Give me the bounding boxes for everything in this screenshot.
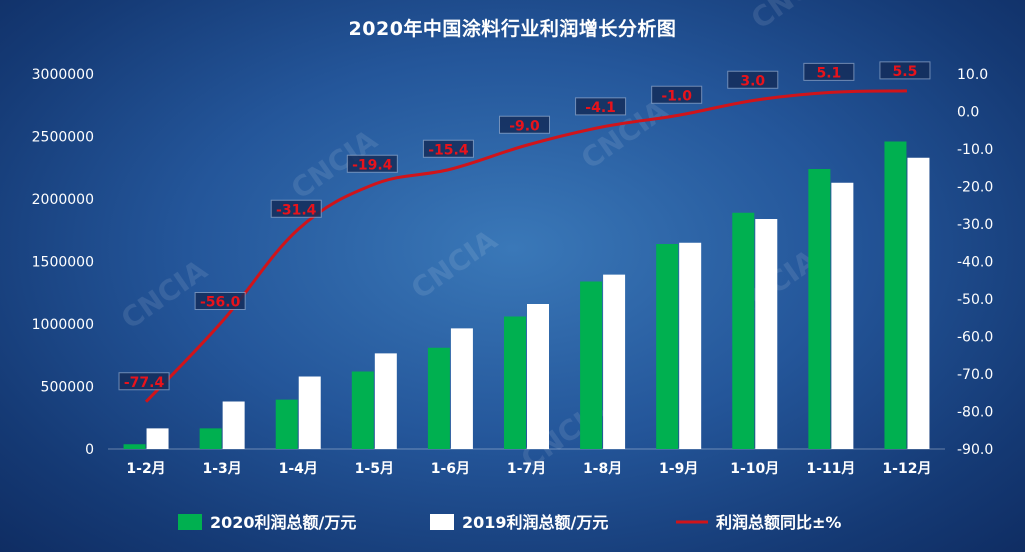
bar-series [123, 141, 907, 449]
bar [427, 347, 450, 449]
yoy-data-label: 5.5 [893, 64, 918, 80]
bar [732, 212, 755, 449]
legend-swatch-2020 [178, 514, 202, 530]
yoy-growth-line [144, 89, 907, 403]
left-axis-tick-label: 3000000 [32, 67, 94, 83]
bar [504, 316, 526, 449]
yoy-label-plaque [118, 372, 170, 391]
yoy-data-label: -4.1 [585, 100, 616, 116]
x-axis-tick-label: 1-11月 [806, 461, 855, 477]
yoy-data-label: -77.4 [124, 375, 165, 391]
yoy-data-label: -9.0 [509, 118, 540, 134]
bar [123, 444, 146, 449]
x-axis-tick-label: 1-3月 [202, 461, 241, 477]
bar [275, 399, 298, 449]
left-axis-tick-label: 0 [85, 442, 94, 458]
bar [146, 428, 169, 449]
right-axis-tick-label: -50.0 [957, 292, 993, 308]
legend: 2020利润总额/万元 2019利润总额/万元 利润总额同比±% [178, 513, 841, 532]
yoy-data-label-group: -31.4 [270, 199, 322, 218]
right-axis-tick-label: 10.0 [957, 67, 988, 83]
right-axis-tick-label: -10.0 [957, 142, 993, 158]
bar [656, 244, 679, 449]
bar [222, 401, 245, 449]
yoy-data-label: -19.4 [352, 157, 393, 173]
bar [679, 242, 702, 449]
bar [907, 157, 930, 449]
watermark-text: CNCIA [405, 223, 503, 306]
yoy-data-label-group: 3.0 [727, 70, 779, 89]
x-axis-tick-label: 1-10月 [730, 461, 779, 477]
yoy-label-plaque [346, 154, 398, 173]
yoy-data-label-group: -4.1 [575, 97, 627, 116]
legend-swatch-2019 [430, 514, 454, 530]
bar [603, 274, 626, 449]
bar [755, 219, 778, 449]
bar [199, 428, 222, 449]
bar-series [146, 157, 930, 449]
yoy-data-label-group: -56.0 [194, 292, 246, 311]
yoy-data-label-group: 5.1 [803, 62, 855, 81]
yoy-data-label-group: -19.4 [346, 154, 398, 173]
right-axis-tick-label: -20.0 [957, 180, 993, 196]
right-axis-tick-label: -70.0 [957, 367, 993, 383]
yoy-data-label: 3.0 [740, 73, 765, 89]
yoy-data-label-group: -9.0 [499, 115, 550, 134]
x-axis-tick-label: 1-5月 [355, 461, 394, 477]
right-axis-tick-label: -90.0 [957, 442, 993, 458]
bar [450, 328, 473, 449]
left-axis-tick-label: 500000 [41, 380, 94, 396]
yoy-data-label-group: -15.4 [422, 139, 474, 158]
yoy-data-label-group: -1.0 [651, 85, 703, 104]
legend-label-2019: 2019利润总额/万元 [462, 513, 608, 532]
left-axis-tick-label: 1500000 [32, 255, 94, 271]
x-axis-tick-label: 1-7月 [507, 461, 546, 477]
right-axis-tick-label: -30.0 [957, 217, 993, 233]
x-axis-tick-label: 1-9月 [659, 461, 698, 477]
bar [298, 376, 321, 449]
legend-label-2020: 2020利润总额/万元 [210, 513, 356, 532]
x-axis-tick-label: 1-2月 [126, 461, 165, 477]
left-axis-tick-label: 2500000 [32, 130, 94, 146]
bar [580, 281, 603, 449]
right-axis-tick-label: -40.0 [957, 255, 993, 271]
x-axis-tick-label: 1-6月 [431, 461, 470, 477]
bar [831, 182, 854, 449]
watermark-text: CNCIA [745, 0, 843, 36]
x-axis-tick-label: 1-4月 [279, 461, 318, 477]
right-axis-tick-label: -60.0 [957, 330, 993, 346]
yoy-data-label-group: 5.5 [879, 61, 931, 80]
legend-label-yoy: 利润总额同比±% [716, 513, 841, 532]
yoy-data-label: -56.0 [200, 295, 241, 311]
x-axis-tick-label: 1-8月 [583, 461, 622, 477]
yoy-data-label-group: -77.4 [118, 372, 170, 391]
yoy-data-label: -1.0 [661, 88, 692, 104]
left-axis-tick-label: 2000000 [32, 192, 94, 208]
yoy-label-plaque [727, 70, 779, 89]
yoy-data-label: -15.4 [428, 142, 469, 158]
yoy-label-plaque [422, 139, 474, 158]
bar [884, 141, 907, 449]
yoy-data-label: 5.1 [816, 65, 841, 81]
yoy-label-plaque [803, 62, 855, 81]
yoy-label-plaque [194, 292, 246, 310]
right-axis-tick-label: 0.0 [957, 105, 979, 121]
yoy-label-plaque [879, 61, 931, 80]
bar [527, 304, 549, 449]
bar [351, 371, 374, 449]
chart-title: 2020年中国涂料行业利润增长分析图 [348, 18, 677, 40]
yoy-label-plaque [270, 199, 322, 218]
bar [808, 169, 831, 449]
right-axis-tick-label: -80.0 [957, 405, 993, 421]
bar [374, 353, 397, 449]
yoy-data-label: -31.4 [276, 202, 317, 218]
yoy-label-plaque [499, 115, 550, 134]
x-axis-tick-label: 1-12月 [882, 461, 931, 477]
left-axis-tick-label: 1000000 [32, 317, 94, 333]
yoy-label-plaque [575, 97, 627, 116]
yoy-label-plaque [651, 85, 703, 104]
